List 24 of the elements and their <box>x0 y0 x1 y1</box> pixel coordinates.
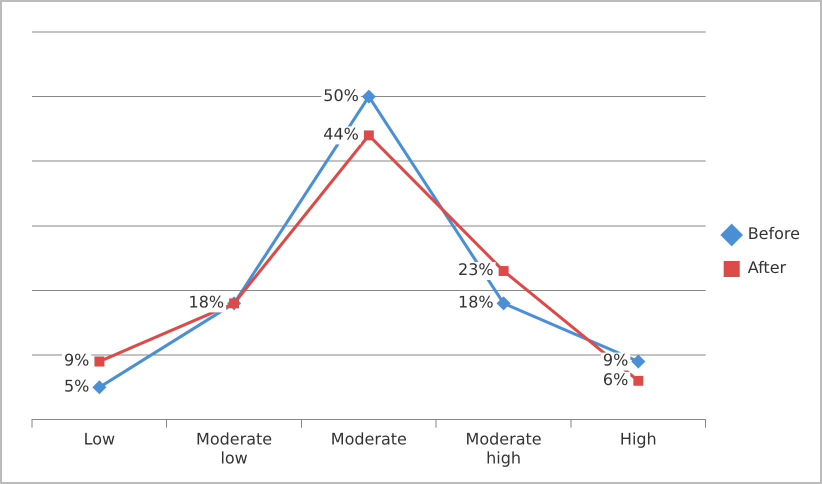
x-tick-label: Low <box>84 429 116 448</box>
point <box>94 356 104 366</box>
point <box>498 266 509 276</box>
data-label: 9% <box>602 350 628 370</box>
x-tick-label: Moderate <box>330 429 407 448</box>
data-label: 18% <box>188 292 224 312</box>
data-label: 18% <box>458 292 494 312</box>
data-label: 5% <box>64 376 90 396</box>
point <box>362 90 376 104</box>
data-label: 23% <box>458 260 494 280</box>
data-label: 50% <box>323 86 359 105</box>
data-label: 9% <box>64 350 90 370</box>
point <box>364 130 374 140</box>
x-tick-label: High <box>620 429 657 448</box>
point <box>631 354 646 368</box>
legend-label: After <box>748 258 787 278</box>
point <box>633 376 644 386</box>
x-tick-label: Moderate low <box>196 429 272 468</box>
point <box>92 380 106 394</box>
data-label: 6% <box>602 370 628 389</box>
x-tick-label: Moderate high <box>466 429 542 468</box>
data-label: 44% <box>323 124 359 144</box>
legend-label: Before <box>748 224 800 244</box>
point <box>496 296 511 310</box>
